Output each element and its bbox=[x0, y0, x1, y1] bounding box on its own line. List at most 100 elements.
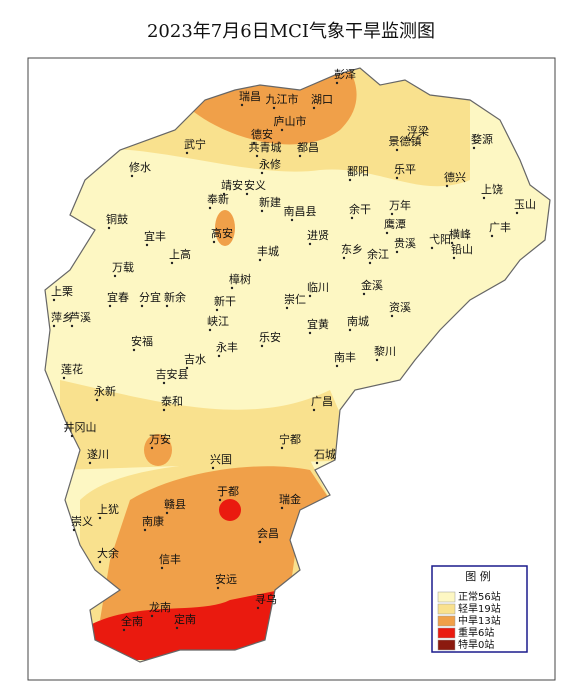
place-label: 石城 bbox=[314, 448, 336, 461]
place-label: 宜丰 bbox=[144, 229, 166, 243]
place-label: 九江市 bbox=[266, 92, 299, 106]
place-label: 贵溪 bbox=[394, 237, 416, 250]
place-dot bbox=[230, 286, 234, 290]
medium-area bbox=[100, 466, 330, 620]
place-label: 都昌 bbox=[297, 141, 319, 154]
place-dot bbox=[70, 324, 74, 328]
place-label: 瑞金 bbox=[279, 492, 301, 506]
place-label: 会昌 bbox=[257, 527, 279, 540]
place-label: 兴国 bbox=[210, 453, 232, 466]
place-label: 南昌县 bbox=[284, 205, 317, 218]
place-dot bbox=[308, 242, 312, 246]
place-label: 永丰 bbox=[216, 340, 238, 354]
legend-title: 图 例 bbox=[465, 569, 491, 583]
legend-label: 轻旱19站 bbox=[458, 602, 501, 615]
place-dot bbox=[368, 261, 372, 265]
place-dot bbox=[185, 366, 189, 370]
place-dot bbox=[240, 103, 244, 107]
place-label: 上栗 bbox=[51, 285, 73, 298]
place-dot bbox=[285, 306, 289, 310]
place-label: 万年 bbox=[389, 198, 411, 212]
place-label: 乐安 bbox=[259, 330, 281, 344]
place-dot bbox=[162, 381, 166, 385]
place-dot bbox=[348, 178, 352, 182]
place-label: 大余 bbox=[97, 546, 119, 560]
place-label: 宜黄 bbox=[307, 317, 329, 331]
place-dot bbox=[375, 358, 379, 362]
legend-swatch bbox=[437, 591, 456, 603]
place-dot bbox=[113, 274, 117, 278]
place-label: 瑞昌 bbox=[239, 89, 261, 103]
place-dot bbox=[107, 226, 111, 230]
place-dot bbox=[140, 304, 144, 308]
place-dot bbox=[245, 192, 249, 196]
place-label: 临川 bbox=[307, 280, 329, 294]
place-dot bbox=[490, 234, 494, 238]
place-dot bbox=[390, 314, 394, 318]
place-label: 共青城 bbox=[249, 141, 282, 154]
place-label: 新余 bbox=[164, 290, 186, 304]
place-dot bbox=[70, 434, 74, 438]
place-dot bbox=[390, 212, 394, 216]
place-dot bbox=[312, 106, 316, 110]
legend-swatch bbox=[437, 627, 456, 639]
place-dot bbox=[260, 171, 264, 175]
severe-area bbox=[219, 499, 241, 521]
place-label: 广丰 bbox=[489, 221, 511, 234]
place-dot bbox=[88, 461, 92, 465]
place-label: 寻乌 bbox=[255, 592, 277, 606]
place-dot bbox=[217, 354, 221, 358]
place-label: 浮梁 bbox=[407, 124, 429, 138]
place-label: 崇仁 bbox=[284, 293, 306, 306]
place-label: 安远 bbox=[215, 572, 237, 586]
place-label: 鹰潭 bbox=[384, 217, 406, 231]
place-dot bbox=[208, 328, 212, 332]
place-dot bbox=[395, 176, 399, 180]
place-dot bbox=[350, 216, 354, 220]
place-dot bbox=[143, 528, 147, 532]
place-label: 赣县 bbox=[164, 497, 186, 511]
place-dot bbox=[308, 294, 312, 298]
place-label: 南丰 bbox=[334, 351, 356, 364]
medium-area bbox=[215, 210, 235, 246]
place-label: 铅山 bbox=[451, 242, 473, 256]
place-dot bbox=[72, 528, 76, 532]
place-dot bbox=[362, 292, 366, 296]
place-label: 万安 bbox=[149, 432, 171, 446]
place-label: 芦溪 bbox=[69, 311, 91, 324]
place-label: 永新 bbox=[94, 384, 116, 398]
place-dot bbox=[430, 246, 434, 250]
place-label: 安福 bbox=[131, 334, 153, 348]
place-dot bbox=[175, 626, 179, 630]
place-dot bbox=[52, 298, 56, 302]
place-label: 彭泽 bbox=[334, 67, 356, 81]
place-label: 玉山 bbox=[514, 198, 536, 211]
place-dot bbox=[280, 506, 284, 510]
place-label: 峡江 bbox=[207, 314, 229, 328]
legend-swatch bbox=[437, 615, 456, 627]
place-label: 全南 bbox=[121, 614, 143, 628]
place-dot bbox=[260, 209, 264, 213]
legend-label: 特旱0站 bbox=[458, 638, 494, 651]
place-label: 万载 bbox=[112, 261, 134, 274]
place-label: 奉新 bbox=[207, 192, 229, 206]
place-dot bbox=[98, 516, 102, 520]
place-dot bbox=[312, 408, 316, 412]
place-label: 遂川 bbox=[87, 447, 109, 461]
place-dot bbox=[255, 154, 259, 158]
legend-label: 重旱6站 bbox=[458, 626, 494, 639]
place-label: 宁都 bbox=[279, 432, 301, 446]
place-label: 于都 bbox=[217, 485, 239, 498]
place-dot bbox=[280, 446, 284, 450]
place-dot bbox=[165, 304, 169, 308]
place-label: 吉水 bbox=[184, 353, 206, 366]
place-dot bbox=[272, 106, 276, 110]
place-label: 鄱阳 bbox=[347, 165, 369, 178]
place-label: 樟树 bbox=[229, 272, 251, 286]
place-dot bbox=[130, 174, 134, 178]
place-dot bbox=[150, 614, 154, 618]
place-label: 新建 bbox=[259, 195, 281, 209]
place-dot bbox=[450, 241, 454, 245]
place-dot bbox=[185, 151, 189, 155]
